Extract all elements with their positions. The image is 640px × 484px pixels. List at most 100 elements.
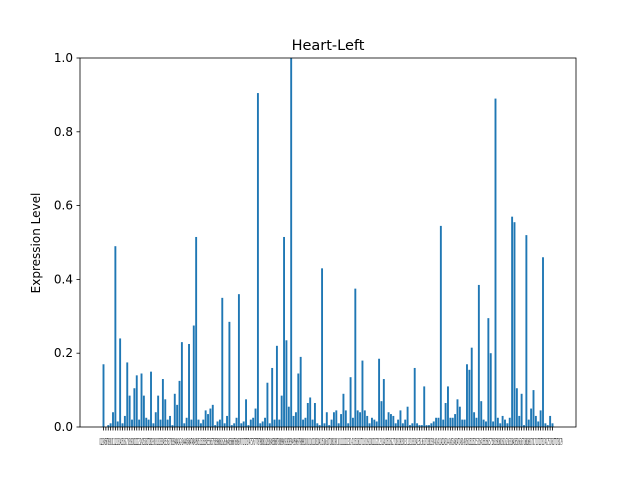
bar [154, 412, 157, 427]
bar [380, 401, 383, 427]
bar [501, 415, 504, 427]
bar [378, 358, 381, 427]
bar [152, 423, 155, 427]
bar [287, 406, 290, 427]
y-tick-label: 0.6 [54, 199, 73, 213]
bar [335, 410, 338, 427]
bar [140, 373, 143, 427]
bar [456, 399, 459, 427]
bar [366, 415, 369, 427]
bar [539, 410, 542, 427]
y-axis: 0.0 0.2 0.4 0.6 0.8 1.0 [54, 51, 80, 434]
bar [401, 423, 404, 427]
bar [496, 417, 499, 427]
bar [432, 421, 435, 427]
bar [290, 58, 293, 427]
bar [302, 419, 304, 427]
bar [475, 417, 478, 427]
bar [375, 421, 378, 427]
bar [546, 425, 549, 427]
bar [188, 343, 190, 427]
bar [340, 414, 343, 427]
bar [425, 425, 428, 427]
x-tick-labels: 0123456789101112131415161718192021222324… [100, 437, 563, 448]
bar [283, 236, 285, 427]
bar [114, 246, 117, 427]
bar [506, 423, 509, 427]
bar [235, 417, 238, 427]
bar [399, 410, 402, 427]
bar [451, 417, 454, 427]
bar [126, 362, 129, 427]
bar [458, 406, 461, 427]
bar [330, 419, 333, 427]
bar [447, 386, 449, 427]
bar [406, 406, 409, 427]
bar [368, 423, 371, 427]
bar [133, 388, 136, 427]
bar [240, 423, 243, 427]
bar [280, 395, 283, 427]
bar [325, 412, 328, 427]
y-tick-label: 0.4 [54, 272, 73, 286]
bar [138, 419, 141, 427]
bar [354, 288, 357, 428]
bar [299, 356, 302, 427]
chart-title: Heart-Left [292, 38, 365, 54]
bar [518, 415, 521, 427]
bar [385, 419, 388, 427]
bar [119, 338, 122, 427]
bar [382, 379, 385, 427]
bar [527, 419, 530, 427]
bar [161, 379, 164, 427]
bar [311, 419, 314, 427]
y-tick-label: 0.2 [54, 346, 73, 360]
bar [351, 417, 354, 427]
bar [390, 414, 392, 427]
bar [254, 408, 257, 427]
bar [142, 395, 145, 427]
bar [157, 395, 160, 427]
y-tick-label: 0.8 [54, 125, 73, 139]
bar [477, 284, 480, 427]
bar [356, 410, 359, 427]
bar [192, 325, 195, 427]
bar [259, 423, 262, 427]
bar [297, 373, 300, 427]
bar [218, 419, 221, 427]
bar [185, 417, 188, 427]
bar [159, 419, 162, 427]
bar [150, 371, 152, 427]
bar [252, 417, 255, 427]
bar [470, 347, 473, 427]
bar [197, 419, 200, 427]
bar [316, 423, 319, 427]
bar [435, 417, 438, 427]
bar [221, 297, 224, 427]
bar [249, 419, 252, 427]
bar [256, 93, 259, 427]
bar [387, 412, 390, 427]
bar [532, 390, 535, 427]
bar [520, 393, 523, 427]
bar [494, 98, 497, 427]
bar [173, 393, 176, 427]
bar [530, 408, 533, 427]
bar [292, 415, 295, 427]
bar [121, 423, 124, 427]
bar [102, 364, 105, 427]
bar [147, 419, 150, 427]
bar [482, 419, 485, 427]
bar [309, 397, 312, 427]
bar [109, 423, 112, 427]
bar [487, 318, 490, 427]
bar [273, 419, 276, 427]
bar [195, 236, 198, 427]
bar [444, 403, 447, 427]
y-tick-label: 0.0 [54, 420, 73, 434]
bar [473, 412, 476, 427]
bar [466, 364, 468, 427]
bar [534, 415, 537, 427]
bar [209, 408, 212, 427]
